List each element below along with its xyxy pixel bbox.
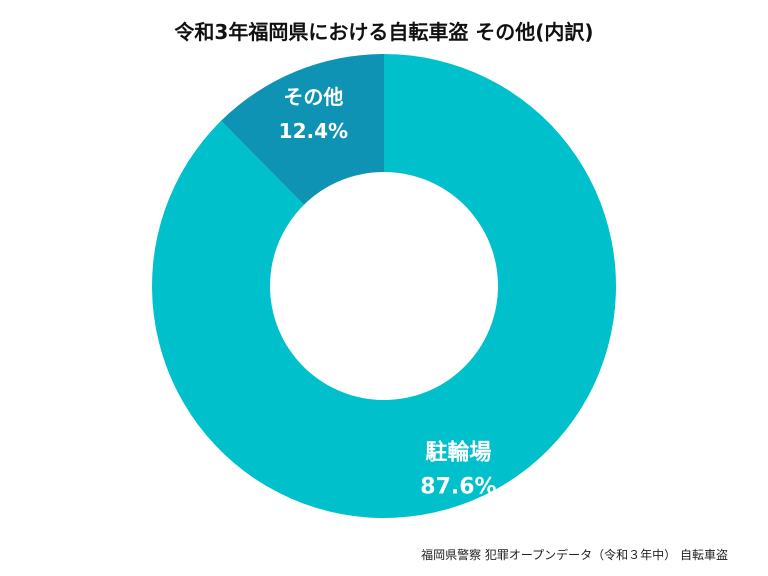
slice-label-value-1: 87.6% [420, 474, 496, 499]
chart-title: 令和3年福岡県における自転車盗 その他(内訳) [174, 20, 594, 44]
slice-label-name-1: 駐輪場 [425, 439, 491, 465]
donut-slice-1 [151, 54, 616, 519]
slice-label-value-0: 12.4% [279, 119, 348, 143]
source-note: 福岡県警察 犯罪オープンデータ（令和３年中） 自転車盗 [421, 548, 728, 562]
slice-label-name-0: その他 [283, 85, 343, 109]
donut-slice-0 [220, 54, 384, 205]
